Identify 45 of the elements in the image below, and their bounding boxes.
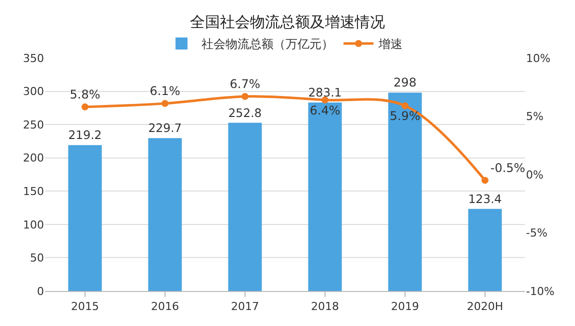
point — [402, 102, 408, 110]
y-tick-label: 250 — [23, 118, 44, 132]
point — [162, 100, 168, 107]
data-label: 283.1 — [308, 86, 342, 100]
data-label: 298 — [394, 76, 416, 90]
data-label: -0.5% — [490, 160, 526, 175]
data-label: 252.8 — [228, 106, 262, 120]
x-tick-label: 2016 — [151, 300, 179, 314]
y2-tick-label: -5% — [526, 226, 548, 240]
legend-label: 增速 — [378, 37, 402, 52]
y2-tick-label: 5% — [526, 110, 544, 124]
x-tick-label: 2017 — [231, 300, 259, 314]
data-label: 6.1% — [150, 84, 180, 98]
y-tick-label: 50 — [30, 252, 44, 265]
data-label: 123.4 — [468, 192, 502, 206]
bar — [308, 102, 342, 291]
bar — [68, 145, 102, 291]
bar — [468, 208, 502, 291]
bar — [388, 92, 422, 291]
data-label: 229.7 — [148, 121, 182, 136]
data-label: 5.9% — [390, 109, 420, 124]
bar — [148, 138, 182, 291]
x-tick-label: 2020H — [466, 300, 504, 314]
y-tick-label: 200 — [23, 152, 44, 165]
y-tick-label: 350 — [23, 52, 44, 65]
data-label: 5.8% — [70, 88, 100, 102]
chart-title: 全国社会物流总额及增速情况 — [190, 12, 385, 31]
y2-tick-label: 10% — [526, 52, 550, 65]
x-tick-label: 2015 — [71, 300, 99, 314]
point — [82, 103, 88, 110]
y2-tick-label: -10% — [526, 284, 554, 298]
legend-label: 社会物流总额（万亿元） — [202, 37, 334, 52]
data-label: 6.7% — [230, 77, 260, 92]
bar — [228, 122, 262, 291]
data-label: 6.4% — [310, 103, 340, 118]
y-tick-label: 0 — [37, 284, 44, 298]
y2-tick-label: 0% — [526, 168, 544, 182]
point — [482, 176, 488, 184]
y-tick-label: 100 — [23, 218, 44, 232]
x-tick-label: 2018 — [311, 300, 339, 314]
point — [242, 92, 248, 100]
data-label: 219.2 — [68, 128, 102, 142]
y-tick-label: 300 — [23, 85, 44, 98]
x-tick-label: 2019 — [391, 300, 419, 314]
y-tick-label: 150 — [23, 184, 44, 198]
